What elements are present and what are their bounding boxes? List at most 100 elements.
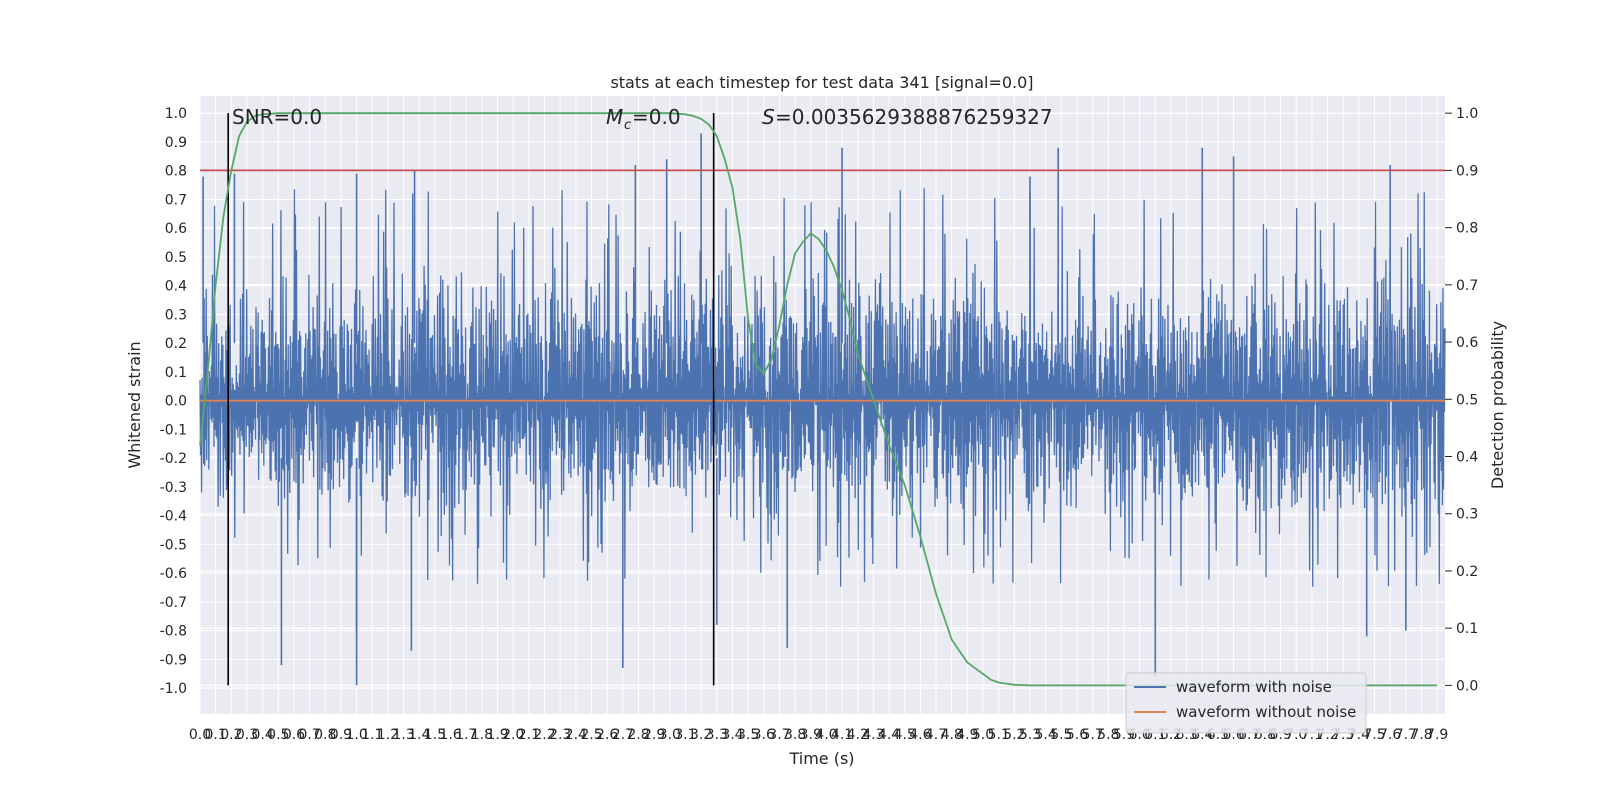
y-tick-label: 0.1 [165,365,187,381]
y-tick-label: 0.2 [165,336,187,352]
x-tick-label: 4.6 [909,727,931,743]
line-series [199,112,1445,687]
x-tick-label: 1.4 [408,727,430,743]
x-tick-label: 4.3 [862,727,884,743]
x-tick-label: 5.2 [1003,727,1025,743]
x-tick-label: 3.6 [753,727,775,743]
chirp-mass-annotation: M c =0.0 [606,105,681,133]
x-tick-label: 5.1 [988,727,1010,743]
x-tick-label: 7.9 [1426,727,1448,743]
x-tick-label: 5.6 [1066,727,1088,743]
x-tick-label: 3.8 [784,727,806,743]
x-tick-label: 4.1 [831,727,853,743]
x-tick-label: 2.4 [565,727,587,743]
y-tick-label: 0.9 [165,135,187,151]
x-axis-label: Time (s) [788,749,854,768]
y2-tick-label: 0.9 [1456,163,1478,179]
y-tick-label: 0.6 [165,221,187,237]
x-tick-label: 0.3 [236,727,258,743]
x-tick-label: 4.2 [847,727,869,743]
y-tick-label: -0.1 [160,422,187,438]
x-tick-label: 3.7 [768,727,790,743]
x-tick-label: 1.6 [439,727,461,743]
y-tick-label: 0.8 [165,164,187,180]
y-tick-label: -0.4 [160,509,187,525]
legend: waveform with noise waveform without noi… [1125,672,1367,734]
y2-tick-label: 0.0 [1456,678,1478,694]
x-tick-label: 1.9 [486,727,508,743]
legend-box [1125,672,1367,734]
y2-tick-label: 0.2 [1456,564,1478,580]
x-tick-label: 5.0 [972,727,994,743]
x-tick-label: 2.7 [612,727,634,743]
svg-text:S: S [762,105,775,129]
y-tick-label: -0.9 [160,652,187,668]
noise-waveform-line [199,188,1446,587]
x-tick-label: 3.4 [721,727,743,743]
x-tick-label: 4.5 [894,727,916,743]
x-tick-label: 1.7 [455,727,477,743]
svg-text:M: M [606,105,623,129]
x-tick-label: 2.1 [518,727,540,743]
x-tick-label: 4.8 [941,727,963,743]
noise-series [199,133,1446,686]
y-axis-label: Whitened strain [125,341,144,468]
x-tick-label: 5.3 [1019,727,1041,743]
x-tick-label: 3.2 [690,727,712,743]
y-tick-label: 0.4 [165,279,187,295]
x-tick-label: 0.5 [267,727,289,743]
svg-text:c: c [624,118,631,133]
x-tick-label: 4.9 [956,727,978,743]
x-tick-label: 1.5 [424,727,446,743]
y-tick-labels: 1.0 0.9 0.8 0.7 0.6 0.5 0.4 0.3 0.2 0.1 0.0 -0.1 -0.… [160,106,187,697]
s-annotation: S =0.003562938887625932​7 [762,105,1053,129]
y-tick-label: 0.7 [165,192,187,208]
y-tick-label: -1.0 [160,681,187,697]
x-tick-label: 0.2 [220,727,242,743]
x-tick-label: 1.0 [345,727,367,743]
snr-annotation: SNR=0.0 [232,105,322,129]
y2-tick-label: 0.4 [1456,450,1478,466]
probability-line [199,112,1438,687]
y2-tick-label: 0.6 [1456,335,1478,351]
y2-tick-label: 0.3 [1456,507,1478,523]
y2-axis-label: Detection probability [1488,321,1507,489]
y-tick-label: 0.0 [165,394,187,410]
y-tick-label: -0.2 [160,451,187,467]
legend-label-noise: waveform with noise [1176,678,1332,696]
y2-tick-label: 1.0 [1456,106,1478,122]
y-tick-label: 0.5 [165,250,187,266]
x-tick-label: 5.5 [1050,727,1072,743]
x-tick-label: 2.5 [580,727,602,743]
x-tick-label: 5.8 [1097,727,1119,743]
y-tick-label: -0.5 [160,537,187,553]
y2-tick-label: 0.7 [1456,278,1478,294]
y2-tick-label: 0.1 [1456,621,1478,637]
legend-label-clean: waveform without noise [1176,703,1356,721]
x-tick-label: 3.0 [659,727,681,743]
y-tick-label: -0.3 [160,480,187,496]
x-tick-label: 2.9 [643,727,665,743]
x-tick-label: 7.8 [1410,727,1432,743]
x-tick-label: 4.7 [925,727,947,743]
x-tick-label: 2.2 [533,727,555,743]
x-tick-label: 7.5 [1363,727,1385,743]
x-tick-label: 4.4 [878,727,900,743]
x-tick-label: 0.8 [314,727,336,743]
x-tick-label: 7.7 [1395,727,1417,743]
x-tick-label: 0.7 [298,727,320,743]
chirp-mass-value: =0.0 [632,105,681,129]
x-tick-label: 3.9 [800,727,822,743]
x-tick-label: 0.6 [283,727,305,743]
x-tick-label: 3.5 [737,727,759,743]
y-tick-label: 1.0 [165,106,187,122]
x-tick-label: 2.0 [502,727,524,743]
x-tick-label: 3.1 [674,727,696,743]
x-tick-label: 7.6 [1379,727,1401,743]
x-tick-label: 1.8 [471,727,493,743]
chart-title: stats at each timestep for test data 341… [610,73,1033,92]
y2-tick-label: 0.8 [1456,221,1478,237]
y2-tick-label: 0.5 [1456,392,1478,408]
x-tick-label: 2.3 [549,727,571,743]
